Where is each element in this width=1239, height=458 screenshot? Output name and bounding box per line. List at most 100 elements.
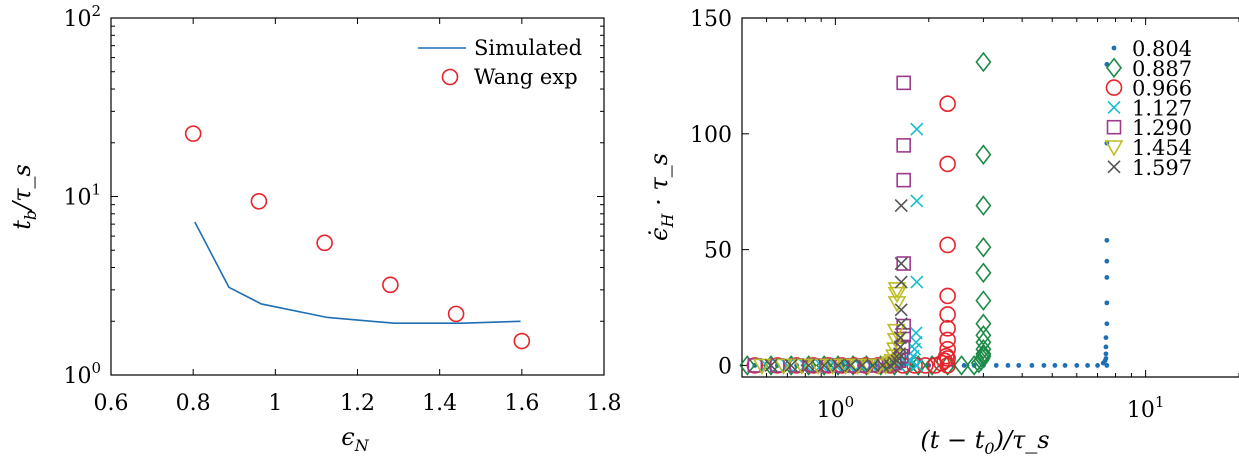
x-tick-label: 100 — [817, 393, 855, 423]
legend-label: 1.290 — [1132, 116, 1192, 140]
series-1-454-point — [774, 358, 793, 376]
series-0-804-point — [1103, 344, 1109, 350]
legend-label: 1.597 — [1132, 156, 1192, 180]
series-0-887-point — [975, 325, 992, 346]
legend-swatch — [1107, 160, 1121, 174]
series-1-597-point — [894, 275, 908, 289]
y-tick-label: 101 — [63, 181, 101, 211]
series-0-966-point — [746, 357, 764, 374]
series-0-966-point — [939, 287, 956, 305]
series-0-887-point — [975, 262, 992, 284]
left-chart: 0.6 0.8 1 1.2 1.4 1.6 1.8 100 101 102 ϵN tb/τ_s Simu… — [8, 2, 622, 455]
series-0-966-point — [939, 155, 956, 173]
series-1-127-point — [910, 358, 924, 372]
x-tick-label: 101 — [1127, 393, 1165, 423]
series-0-887-point — [975, 331, 992, 353]
legend-wang-exp-label: Wang exp — [474, 65, 578, 89]
series-1-127-point — [910, 275, 924, 289]
legend-label: 1.127 — [1132, 96, 1192, 120]
series-1-597-point — [894, 256, 908, 271]
legend-swatch — [1106, 119, 1122, 135]
series-1-597-point — [894, 303, 908, 317]
series-0-804-point — [993, 363, 999, 368]
series-0-966-point — [939, 306, 956, 323]
series-0-804-point — [1104, 363, 1110, 368]
wang-exp-point — [382, 276, 399, 294]
wang-exp-point — [316, 234, 333, 252]
plot-frame — [741, 17, 1239, 378]
series-1-127-point — [910, 122, 924, 136]
series-1-454-point — [886, 323, 906, 341]
series-1-127-point — [909, 326, 923, 340]
series-0-887-point — [975, 345, 992, 367]
x-tick-label: 0.8 — [176, 391, 211, 416]
x-tick-label: 1.8 — [587, 391, 622, 416]
series-1-597-point — [784, 358, 798, 372]
series-0-804-point — [1104, 237, 1110, 243]
series-0-887-point — [975, 51, 992, 73]
series-1-597-point — [883, 358, 897, 372]
series-0-804-point — [1074, 363, 1080, 368]
x-axis-label: (t − t0)/τ_s — [920, 426, 1049, 458]
series-0-966-point — [939, 320, 956, 337]
series-1-597-point — [894, 199, 908, 213]
wang-exp-point — [184, 125, 202, 142]
series-1-597-point — [817, 358, 831, 372]
series-1-454-point — [887, 286, 907, 304]
series-0-966-point — [788, 357, 805, 374]
series-0-804-point — [1029, 363, 1035, 368]
series-0-804-point — [1104, 300, 1110, 306]
series-0-887-point — [975, 144, 992, 165]
series-1-290-point — [896, 256, 911, 271]
series-1-290-point — [896, 138, 911, 153]
series-0-804-point — [1103, 335, 1109, 341]
legend-label: 0.887 — [1132, 57, 1192, 81]
series-0-804-point — [1062, 363, 1068, 368]
series-0-887-point — [975, 195, 992, 216]
legend-swatch — [1107, 100, 1121, 114]
y-axis-label: tb/τ_s — [8, 164, 40, 230]
series-1-454-point — [792, 358, 812, 376]
series-1-597-point — [892, 351, 906, 366]
series-0-966-point — [939, 340, 956, 358]
series-0-804-point — [1016, 363, 1022, 368]
wang-exp-point — [250, 192, 268, 210]
x-tick-label: 0.6 — [94, 391, 129, 416]
series-0-804-point — [1005, 363, 1011, 368]
series-0-966-point — [939, 236, 956, 254]
legend-label: 1.454 — [1132, 136, 1192, 160]
series-0-804-point — [1104, 321, 1110, 327]
series-0-804-point — [1041, 363, 1047, 368]
series-0-887-point — [975, 290, 992, 311]
series-1-290-point — [896, 318, 911, 334]
series-1-127-point — [910, 194, 924, 208]
series-1-597-point — [844, 358, 858, 372]
series-0-804-point — [1085, 363, 1090, 368]
legend-swatch — [1104, 140, 1124, 157]
right-chart: 100 101 0 50 100 150 (t − t0)/τ_s ϵ̇H · τ_s 0.80… — [645, 7, 1239, 458]
legend-simulated-label: Simulated — [474, 36, 582, 60]
series-0-966-point — [939, 357, 956, 374]
series-0-887-point — [953, 355, 970, 376]
y-tick-label: 50 — [704, 239, 732, 264]
y-tick-label: 102 — [63, 2, 101, 32]
legend-swatch — [1105, 57, 1123, 79]
series-0-887-point — [975, 343, 992, 365]
series-0-966-point — [939, 331, 956, 349]
y-tick-label: 150 — [690, 7, 732, 32]
y-axis-label: ϵ̇H · τ_s — [645, 153, 677, 241]
x-tick-label: 1.4 — [422, 391, 457, 416]
series-0-887-point — [762, 355, 779, 376]
series-0-804-point — [1103, 356, 1109, 361]
y-tick-label: 0 — [718, 354, 732, 379]
series-1-290-point — [896, 172, 911, 188]
x-tick-label: 1.2 — [340, 391, 375, 416]
x-tick-label: 1 — [268, 391, 282, 416]
series-1-597-point — [893, 331, 907, 345]
x-axis-label: ϵN — [341, 423, 369, 455]
legend-wang-exp-swatch — [441, 68, 459, 86]
legend-label: 0.966 — [1132, 77, 1192, 101]
legend-swatch — [1111, 45, 1117, 51]
series-1-597-point — [893, 340, 907, 354]
